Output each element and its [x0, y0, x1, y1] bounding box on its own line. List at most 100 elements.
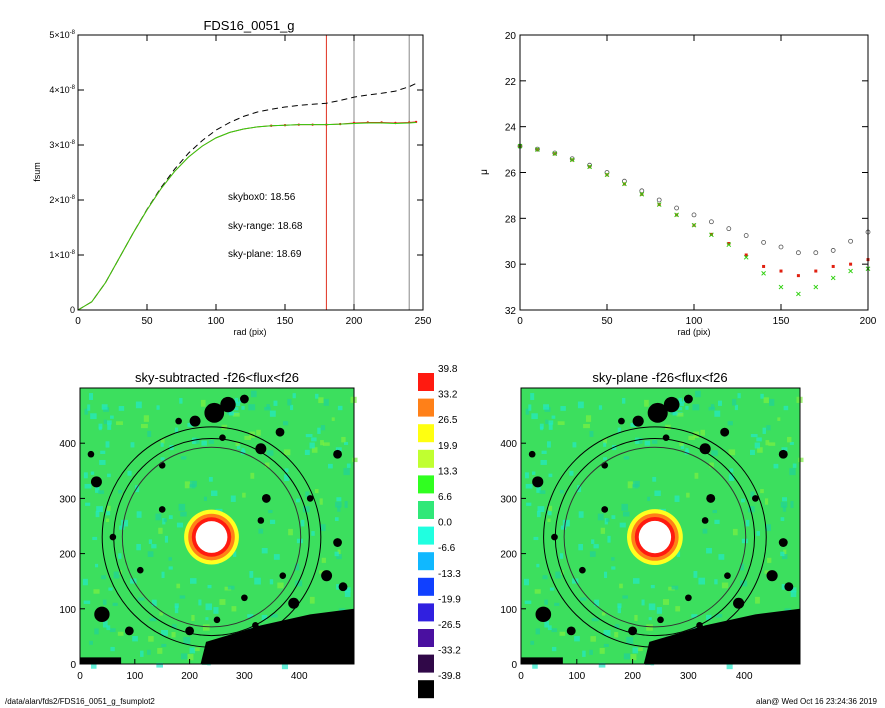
noise-pixel	[789, 441, 794, 445]
noise-pixel	[714, 410, 721, 417]
masked-star	[618, 417, 625, 425]
y-tick-label: 32	[505, 306, 517, 317]
noise-pixel	[82, 578, 88, 586]
noise-pixel	[750, 491, 755, 498]
colorbar-swatch	[418, 398, 434, 417]
y-tick-label: 26	[505, 169, 517, 180]
y-tick-label: 28	[505, 214, 517, 225]
noise-pixel	[292, 393, 296, 399]
noise-pixel	[524, 472, 529, 479]
mu-point-skybox0	[691, 212, 697, 218]
noise-pixel	[739, 563, 745, 571]
mu-point-sky-plane	[830, 275, 836, 281]
y-tick-label: 200	[59, 550, 76, 561]
noise-pixel	[630, 654, 637, 661]
noise-pixel	[83, 472, 88, 479]
noise-pixel	[105, 518, 110, 523]
noise-pixel	[572, 442, 577, 448]
noise-pixel	[320, 425, 326, 431]
noise-pixel	[228, 411, 234, 416]
noise-pixel	[756, 437, 762, 442]
noise-pixel	[118, 553, 122, 559]
y-tick-label: 300	[500, 494, 517, 505]
noise-pixel	[537, 506, 545, 512]
x-tick-label: 50	[601, 316, 613, 327]
noise-pixel	[790, 501, 794, 508]
noise-pixel	[94, 628, 99, 635]
noise-pixel	[161, 629, 168, 636]
noise-pixel	[732, 398, 737, 406]
noise-pixel	[300, 519, 305, 527]
noise-pixel	[672, 411, 678, 416]
noise-pixel	[560, 525, 567, 530]
noise-pixel	[244, 435, 251, 440]
noise-pixel	[547, 441, 551, 448]
mu-point-sky-plane	[848, 268, 853, 274]
noise-pixel	[284, 474, 290, 481]
noise-pixel	[93, 589, 100, 594]
noise-pixel	[536, 485, 541, 493]
noise-pixel	[269, 519, 276, 525]
noise-pixel	[89, 640, 93, 645]
noise-pixel	[650, 584, 655, 589]
noise-pixel	[85, 502, 91, 506]
masked-star	[288, 597, 300, 609]
noise-pixel	[121, 519, 129, 527]
noise-pixel	[168, 515, 173, 520]
noise-pixel	[146, 649, 151, 655]
noise-pixel	[583, 423, 590, 429]
noise-pixel	[789, 468, 796, 476]
noise-pixel	[675, 606, 681, 612]
noise-pixel	[591, 617, 599, 622]
y-tick-label: 0	[511, 660, 517, 671]
noise-pixel	[89, 393, 94, 400]
noise-pixel	[668, 586, 675, 591]
noise-pixel	[174, 427, 179, 434]
masked-star	[663, 396, 680, 413]
noise-pixel	[344, 501, 348, 508]
noise-pixel	[201, 440, 207, 446]
noise-pixel	[108, 587, 113, 591]
noise-pixel	[95, 563, 99, 568]
colorbar-swatch	[418, 526, 434, 545]
noise-pixel	[702, 528, 708, 534]
noise-pixel	[264, 462, 270, 468]
y-tick-label: 400	[59, 439, 76, 450]
y-tick-label: 2×10-8	[49, 195, 75, 205]
noise-pixel	[343, 441, 349, 445]
noise-pixel	[534, 589, 541, 594]
mu-point-skybox0	[674, 205, 679, 211]
noise-pixel	[715, 613, 723, 618]
noise-pixel	[729, 468, 734, 473]
mu-point-skybox0	[848, 238, 853, 244]
x-tick-label: 200	[860, 316, 877, 327]
noise-pixel	[767, 557, 772, 563]
mu-point-sky-range	[831, 264, 835, 268]
noise-pixel	[160, 442, 164, 447]
noise-pixel	[163, 518, 167, 522]
noise-pixel	[319, 524, 326, 531]
noise-pixel	[686, 492, 690, 498]
colorbar-swatch	[418, 424, 434, 443]
noise-pixel	[741, 538, 748, 544]
x-tick-label: 150	[773, 316, 790, 327]
noise-pixel	[531, 413, 538, 420]
colorbar-swatch	[418, 680, 434, 699]
noise-pixel	[317, 427, 321, 434]
noise-pixel	[614, 632, 619, 638]
noise-pixel	[781, 584, 786, 590]
noise-pixel	[147, 430, 152, 437]
noise-pixel	[134, 485, 140, 493]
noise-pixel	[283, 449, 291, 456]
noise-pixel	[323, 398, 329, 406]
noise-pixel	[335, 447, 342, 452]
noise-pixel	[540, 426, 544, 431]
noise-pixel	[261, 547, 268, 554]
noise-pixel	[576, 485, 582, 493]
noise-pixel	[766, 425, 771, 431]
noise-pixel	[240, 450, 246, 455]
mu-point-sky-plane	[569, 157, 575, 163]
mu-point-skybox0	[743, 233, 749, 238]
noise-pixel	[101, 575, 107, 580]
colorbar: 39.8 33.2 26.5 19.9 13.3 6.6 0.0 -6.6 -13.3 -19.9…	[418, 364, 461, 699]
